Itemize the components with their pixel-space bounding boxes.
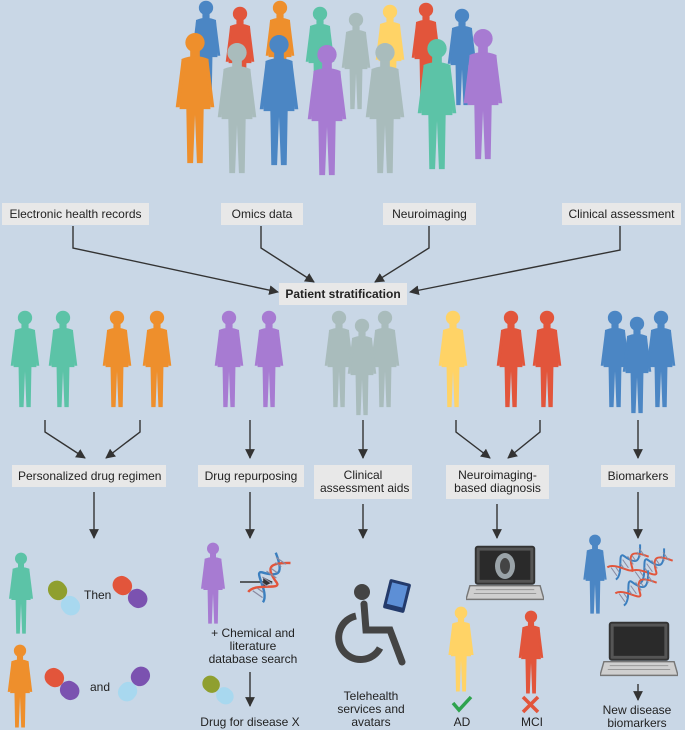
outcome-repurposing: Drug repurposing (198, 465, 304, 487)
telehealth-line3: avatars (351, 715, 391, 729)
person-icon (448, 606, 474, 692)
person-icon (622, 316, 652, 414)
wheelchair-icon (335, 584, 406, 666)
person-icon (201, 542, 225, 624)
group-arrows (44, 420, 643, 459)
outcome-neuro-diagnosis: Neuroimaging- based diagnosis (446, 465, 549, 499)
tablet-icon (383, 579, 411, 613)
source-clinical: Clinical assessment (562, 203, 681, 225)
pill-icon (202, 675, 234, 705)
person-icon (365, 42, 405, 174)
person-icon (214, 310, 244, 408)
dna-icon (605, 541, 675, 609)
person-icon (438, 310, 468, 408)
mci-label: MCI (521, 715, 543, 729)
person-icon (10, 310, 40, 408)
person-icon (324, 310, 354, 408)
person-icon (518, 610, 544, 694)
person-icon (341, 12, 371, 110)
outcome-biomarkers: Biomarkers (601, 465, 675, 487)
outcome-arrows (89, 492, 643, 539)
telehealth-line2: services and (337, 702, 405, 716)
pill-icon (117, 666, 151, 702)
telehealth-line1: Telehealth (343, 689, 399, 703)
group-teal-orange (10, 310, 172, 408)
person-icon (254, 310, 284, 408)
outcome-personalized: Personalized drug regimen (12, 465, 166, 487)
laptop-icon (466, 545, 544, 601)
person-icon (347, 318, 377, 416)
person-icon (142, 310, 172, 408)
outcome-neuro-diagnosis-line2: based diagnosis (454, 481, 541, 495)
person-icon (370, 310, 400, 408)
person-icon (583, 534, 607, 614)
person-icon (48, 310, 78, 408)
group-grey (324, 310, 400, 416)
chemical-line3: database search (208, 652, 298, 666)
chemical-search-label: + Chemical and literature database searc… (204, 627, 302, 666)
group-yellow-red (438, 310, 562, 408)
patient-crowd (175, 0, 503, 176)
person-icon (7, 644, 33, 728)
cross-icon (521, 695, 540, 714)
person-icon (532, 310, 562, 408)
outcome-neuro-diagnosis-line1: Neuroimaging- (458, 468, 537, 482)
outcome-clinical-aids-line1: Clinical (343, 468, 383, 482)
group-blue (600, 310, 676, 414)
new-biomarkers-line1: New disease (602, 703, 672, 717)
then-label: Then (84, 588, 112, 602)
laptop-icon (600, 621, 678, 677)
source-neuroimaging: Neuroimaging (383, 203, 476, 225)
new-biomarkers-line2: biomarkers (607, 716, 667, 730)
outcome-clinical-aids: Clinical assessment aids (314, 465, 412, 499)
person-icon (646, 310, 676, 408)
patient-stratification: Patient stratification (279, 283, 407, 305)
pill-icon (47, 580, 81, 616)
ad-label: AD (453, 715, 471, 729)
person-icon (102, 310, 132, 408)
person-icon (307, 44, 347, 176)
dna-icon (244, 549, 294, 606)
pill-icon (44, 667, 80, 701)
chemical-line1: + Chemical and (211, 626, 295, 640)
source-omics: Omics data (221, 203, 303, 225)
and-label: and (90, 680, 111, 694)
source-ehr: Electronic health records (2, 203, 149, 225)
group-purple (214, 310, 284, 408)
check-icon (451, 695, 473, 713)
outcome-clinical-aids-line2: assessment aids (320, 481, 410, 495)
source-arrows (72, 226, 621, 296)
new-biomarkers-label: New disease biomarkers (598, 704, 676, 730)
person-icon (9, 552, 33, 634)
person-icon (496, 310, 526, 408)
telehealth-label: Telehealth services and avatars (334, 690, 408, 729)
pill-icon (112, 575, 148, 609)
chemical-line2: literature (229, 639, 277, 653)
drug-for-disease-label: Drug for disease X (200, 715, 300, 729)
